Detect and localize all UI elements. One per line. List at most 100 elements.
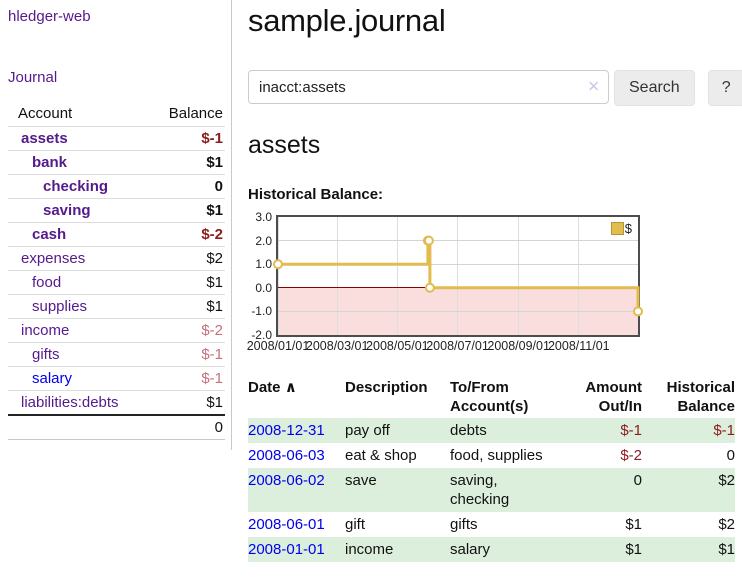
transaction-description: save [345,472,377,489]
chart-legend: $ [609,221,633,236]
column-header-accounts: To/From Account(s) [450,379,529,415]
accounts-header-balance: Balance [168,105,223,122]
y-tick-label: 3.0 [255,210,272,224]
transaction-description: income [345,541,394,558]
transaction-date-link[interactable]: 2008-06-01 [248,516,325,533]
transaction-accounts: saving, checking [450,472,510,508]
vertical-gridline [277,217,279,335]
transaction-date-link[interactable]: 2008-06-02 [248,472,325,489]
account-link-expenses[interactable]: expenses [21,250,86,267]
transaction-date-link[interactable]: 2008-12-31 [248,422,325,439]
transaction-row: 2008-06-01 gift gifts $1 $2 [248,512,735,537]
column-header-date[interactable]: Date ∧ [248,379,297,396]
sort-ascending-icon: ∧ [284,379,297,396]
account-balance: 0 [214,178,223,195]
transaction-description: pay off [345,422,390,439]
transaction-historical-balance: 0 [726,447,735,464]
sidebar-item-journal[interactable]: Journal [8,69,58,86]
data-point-marker [423,235,434,246]
account-link-assets[interactable]: assets [21,130,68,147]
account-heading: assets [248,131,321,159]
x-axis-labels: 2008/01/01 2008/03/01 2008/05/01 2008/07/01… [247,337,640,354]
account-link-saving[interactable]: saving [43,202,91,219]
vertical-gridline [336,217,338,335]
account-balance: $2 [206,250,223,267]
x-tick-label: 2008/11/01 [547,339,610,353]
y-tick-label: 2.0 [255,233,272,248]
data-point-marker [633,306,643,317]
vertical-gridline [396,217,398,335]
plot-area: $ [273,215,643,337]
help-button[interactable]: ? [707,70,742,106]
accounts-header-account: Account [18,105,73,122]
transaction-date-link[interactable]: 2008-06-03 [248,447,325,464]
transaction-row: 2008-06-03 eat & shop food, supplies $-2… [248,443,735,468]
x-tick-label: 2008/05/01 [366,339,429,353]
search-button[interactable]: Search [614,70,695,106]
sidebar: hledger-web Journal Account Balance asse… [0,0,232,450]
account-row: income $-2 [8,318,225,343]
transaction-accounts: food, supplies [450,447,543,464]
account-link-supplies[interactable]: supplies [32,298,88,315]
transaction-accounts: salary [450,541,491,558]
y-tick-label: 1.0 [255,257,272,272]
accounts-total-value: 0 [214,419,223,436]
legend-label: $ [624,221,632,236]
account-balance: $-2 [201,226,223,243]
account-link-gifts[interactable]: gifts [32,346,60,363]
account-row: liabilities:debts $1 [8,390,225,416]
transaction-amount: 0 [633,472,642,489]
clear-search-icon[interactable]: ✕ [587,78,600,96]
transaction-historical-balance: $2 [718,516,735,533]
account-link-food[interactable]: food [32,274,62,291]
vertical-gridline [578,217,580,335]
y-axis-labels: 3.0 2.0 1.0 0.0 -1.0 -2.0 [248,210,276,342]
account-link-liabilities-debts[interactable]: liabilities:debts [21,394,119,411]
transaction-amount: $-1 [620,422,642,439]
horizontal-gridline [278,263,638,265]
balance-series [273,235,643,317]
account-link-checking[interactable]: checking [43,178,109,195]
transactions-header-row: Date ∧ Description To/From Account(s) Amo… [248,376,735,418]
account-row: checking 0 [8,174,225,199]
app-title-link[interactable]: hledger-web [8,8,91,25]
account-balance: $-1 [201,346,223,363]
transaction-amount: $-2 [620,447,642,464]
account-row: bank $1 [8,150,225,175]
account-link-salary[interactable]: salary [32,370,73,387]
account-row: supplies $1 [8,294,225,319]
chart-title: Historical Balance: [248,186,384,203]
account-link-cash[interactable]: cash [32,226,67,243]
transaction-historical-balance: $2 [718,472,735,489]
account-link-income[interactable]: income [21,322,70,339]
data-point-marker [273,259,283,270]
accounts-table: Account Balance assets $-1 bank $1 check… [8,102,225,440]
horizontal-gridline [278,310,638,312]
transaction-accounts: debts [450,422,487,439]
account-balance: $1 [206,394,223,411]
page-title: sample.journal [248,3,446,38]
account-row: gifts $-1 [8,342,225,367]
legend-swatch-icon [610,222,624,235]
transaction-historical-balance: $1 [718,541,735,558]
transactions-table: Date ∧ Description To/From Account(s) Amo… [248,376,735,562]
account-row: cash $-2 [8,222,225,247]
account-balance: $-2 [201,322,223,339]
transaction-description: gift [345,516,366,533]
account-balance: $1 [206,274,223,291]
y-tick-label: -2.0 [251,328,272,342]
transaction-date-link[interactable]: 2008-01-01 [248,541,325,558]
account-balance: $-1 [201,130,223,147]
transaction-accounts: gifts [450,516,478,533]
data-point-marker [424,282,435,293]
account-balance: $1 [206,298,223,315]
account-link-bank[interactable]: bank [32,154,68,171]
accounts-header-row: Account Balance [8,102,225,127]
transaction-historical-balance: $-1 [713,422,735,439]
y-tick-label: 0.0 [255,280,272,295]
account-row: expenses $2 [8,246,225,271]
transaction-amount: $1 [625,541,642,558]
account-balance: $1 [206,154,223,171]
search-input[interactable] [248,70,609,104]
